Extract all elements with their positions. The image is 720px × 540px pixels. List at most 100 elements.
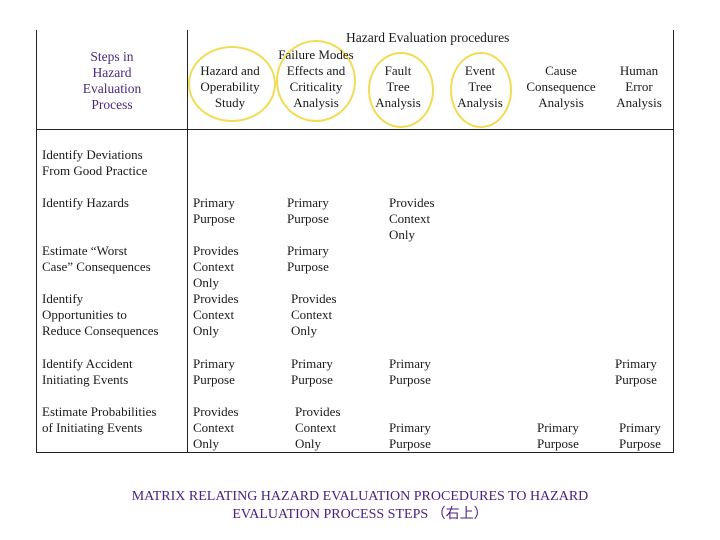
frame-left-border — [36, 30, 37, 453]
matrix-cell: Primary Purpose — [389, 420, 431, 452]
figure-caption: MATRIX RELATING HAZARD EVALUATION PROCED… — [0, 488, 720, 524]
column-header-fmeca: Failure Modes Effects and Criticality An… — [268, 47, 364, 111]
cell-line: Only — [389, 227, 415, 242]
cell-line: Primary — [615, 356, 657, 371]
column-header-fta: Fault Tree Analysis — [366, 63, 430, 111]
step-label-line: Identify Accident — [42, 356, 133, 371]
cell-line: Only — [193, 275, 219, 290]
cell-line: Purpose — [287, 211, 329, 226]
step-label-line: Identify Deviations — [42, 147, 143, 162]
cell-line: Only — [291, 323, 317, 338]
steps-title-line: Evaluation — [82, 81, 142, 96]
header-divider — [36, 129, 674, 130]
header-line: Consequence — [526, 79, 596, 94]
header-line: Event — [464, 63, 496, 78]
cell-line: Primary — [193, 356, 235, 371]
cell-line: Primary — [287, 243, 329, 258]
step-label-line: Estimate “Worst — [42, 243, 128, 258]
cell-line: Primary — [619, 420, 661, 435]
cell-line: Provides — [193, 404, 239, 419]
steps-title-line: Process — [91, 97, 133, 112]
column-header-hazop: Hazard and Operability Study — [190, 63, 270, 111]
cell-line: Primary — [291, 356, 333, 371]
header-line: Tree — [386, 79, 410, 94]
step-label: Identify Deviations From Good Practice — [42, 147, 147, 179]
header-line: Analysis — [293, 95, 339, 110]
header-line: Operability — [200, 79, 260, 94]
column-header-cca: Cause Consequence Analysis — [520, 63, 602, 111]
step-label: Estimate “Worst Case” Consequences — [42, 243, 151, 275]
matrix-cell: Primary Purpose — [537, 420, 579, 452]
step-label: Identify Opportunities to Reduce Consequen… — [42, 291, 159, 339]
cell-line: Context — [291, 307, 333, 322]
step-label-line: Initiating Events — [42, 372, 129, 387]
header-line: Analysis — [375, 95, 421, 110]
cell-line: Purpose — [619, 436, 661, 451]
highlight-circle-fmeca — [276, 40, 356, 122]
cell-line: Purpose — [193, 372, 235, 387]
procedures-group-title: Hazard Evaluation procedures — [346, 30, 510, 45]
header-line: Human — [619, 63, 659, 78]
cell-line: Purpose — [287, 259, 329, 274]
step-label-line: Opportunities to — [42, 307, 127, 322]
header-line: Hazard and — [200, 63, 260, 78]
matrix-cell: Provides Context Only — [193, 243, 239, 291]
caption-line: MATRIX RELATING HAZARD EVALUATION PROCED… — [131, 489, 589, 504]
steps-column-title: Steps in Hazard Evaluation Process — [62, 49, 162, 113]
cell-line: Context — [193, 259, 235, 274]
cell-line: Context — [295, 420, 337, 435]
matrix-cell: Primary Purpose — [193, 356, 235, 388]
cell-line: Provides — [193, 291, 239, 306]
header-line: Failure Modes — [278, 47, 354, 62]
matrix-cell: Primary Purpose — [287, 195, 329, 227]
highlight-circle-eta — [450, 52, 512, 128]
header-line: Criticality — [289, 79, 343, 94]
step-label-line: Identify Hazards — [42, 195, 129, 210]
matrix-cell: Primary Purpose — [619, 420, 661, 452]
cell-line: Primary — [193, 195, 235, 210]
matrix-cell: Provides Context Only — [295, 404, 341, 452]
header-line: Effects and — [286, 63, 346, 78]
cell-line: Only — [193, 323, 219, 338]
matrix-cell: Primary Purpose — [389, 356, 431, 388]
cell-line: Context — [389, 211, 431, 226]
header-line: Analysis — [457, 95, 503, 110]
matrix-cell: Provides Context Only — [389, 195, 435, 243]
matrix-cell: Primary Purpose — [615, 356, 657, 388]
cell-line: Provides — [193, 243, 239, 258]
cell-line: Provides — [295, 404, 341, 419]
highlight-circle-fta — [368, 52, 434, 128]
cell-line: Provides — [291, 291, 337, 306]
matrix-cell: Provides Context Only — [291, 291, 337, 339]
step-label-line: Reduce Consequences — [42, 323, 159, 338]
matrix-cell: Primary Purpose — [287, 243, 329, 275]
step-label: Identify Accident Initiating Events — [42, 356, 133, 388]
matrix-cell: Primary Purpose — [291, 356, 333, 388]
cell-line: Primary — [389, 420, 431, 435]
column-divider — [187, 30, 188, 453]
cell-line: Purpose — [537, 436, 579, 451]
header-line: Study — [214, 95, 246, 110]
steps-title-line: Steps in — [90, 49, 134, 64]
header-line: Analysis — [538, 95, 584, 110]
column-header-eta: Event Tree Analysis — [448, 63, 512, 111]
header-line: Cause — [545, 63, 577, 78]
cell-line: Purpose — [389, 372, 431, 387]
cell-line: Provides — [389, 195, 435, 210]
cell-line: Purpose — [291, 372, 333, 387]
caption-line: EVALUATION PROCESS STEPS （右上） — [232, 507, 488, 522]
matrix-cell: Provides Context Only — [193, 291, 239, 339]
cell-line: Only — [193, 436, 219, 451]
cell-line: Context — [193, 307, 235, 322]
cell-line: Purpose — [389, 436, 431, 451]
step-label-line: Identify — [42, 291, 84, 306]
cell-line: Purpose — [193, 211, 235, 226]
header-line: Fault — [384, 63, 412, 78]
matrix-cell: Provides Context Only — [193, 404, 239, 452]
column-header-hea: Human Error Analysis — [606, 63, 672, 111]
frame-right-border — [673, 30, 674, 453]
cell-line: Primary — [287, 195, 329, 210]
step-label: Identify Hazards — [42, 195, 129, 211]
step-label-line: of Initiating Events — [42, 420, 143, 435]
cell-line: Purpose — [615, 372, 657, 387]
